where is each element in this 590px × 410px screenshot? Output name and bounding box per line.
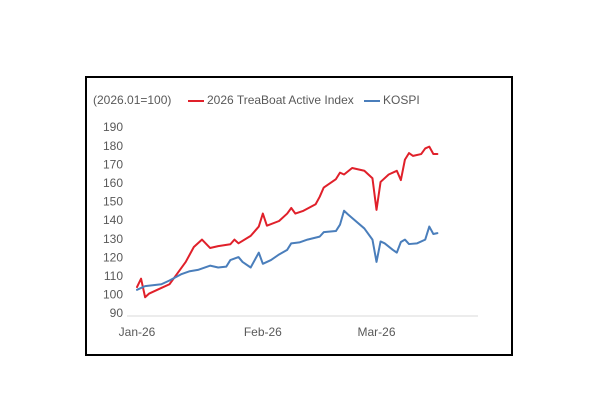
y-tick-label: 140: [103, 213, 123, 227]
legend-label: 2026 TreaBoat Active Index: [207, 93, 354, 107]
series-line: [136, 145, 439, 299]
y-tick-label: 100: [103, 288, 123, 302]
chart-frame: [85, 76, 513, 356]
legend-label: KOSPI: [383, 93, 420, 107]
series-line: [136, 209, 439, 291]
y-axis-label: (2026.01=100): [93, 93, 171, 107]
y-tick-label: 150: [103, 195, 123, 209]
y-tick-label: 180: [103, 139, 123, 153]
x-tick-label: Mar-26: [358, 325, 396, 339]
x-tick-label: Feb-26: [244, 325, 282, 339]
y-tick-label: 90: [110, 306, 124, 320]
y-tick-label: 160: [103, 176, 123, 190]
x-tick-label: Jan-26: [119, 325, 156, 339]
y-tick-label: 190: [103, 120, 123, 134]
y-tick-label: 130: [103, 232, 123, 246]
y-tick-label: 110: [104, 269, 123, 283]
y-tick-label: 120: [103, 250, 123, 264]
y-tick-label: 170: [103, 157, 123, 171]
